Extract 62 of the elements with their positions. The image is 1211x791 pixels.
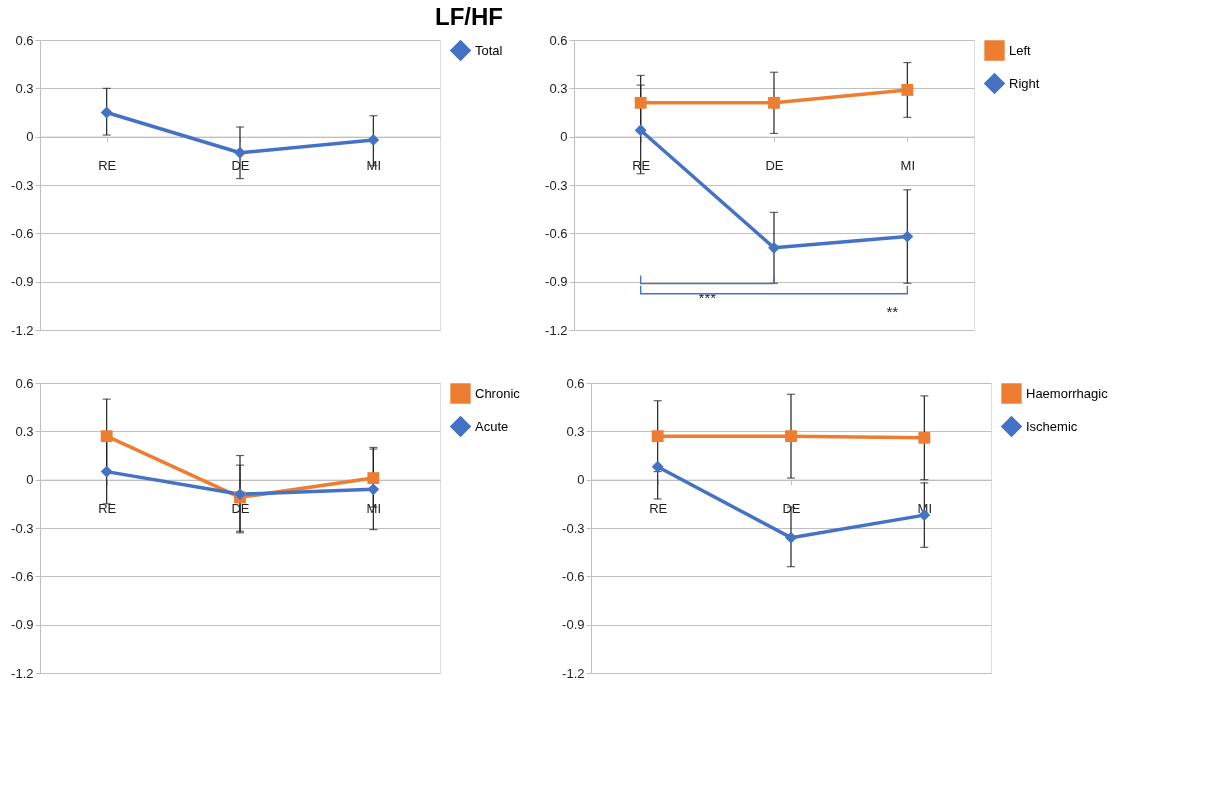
x-tick-label: RE	[98, 158, 117, 174]
point	[768, 96, 780, 109]
point	[785, 430, 797, 443]
y-tick-label: -1.2	[11, 322, 34, 338]
point	[100, 465, 113, 478]
y-tick-label: 0.6	[15, 375, 34, 391]
point	[901, 230, 914, 243]
y-tick-label: 0	[26, 472, 34, 488]
legend-label: Ischemic	[1026, 418, 1078, 434]
y-tick-label: -0.3	[545, 177, 568, 193]
y-tick-label: 0.6	[549, 32, 568, 48]
point	[367, 483, 380, 496]
point	[785, 531, 797, 544]
point	[651, 460, 664, 473]
y-tick-label: -1.2	[11, 665, 34, 681]
legend-label: Left	[1009, 42, 1032, 58]
point	[918, 431, 931, 444]
y-tick-label: -0.9	[562, 617, 585, 633]
y-tick-label: -0.6	[11, 225, 34, 241]
y-tick-label: -1.2	[562, 665, 585, 681]
y-tick-label: 0.3	[15, 80, 34, 96]
point	[367, 472, 380, 484]
y-tick-label: 0.3	[15, 423, 34, 439]
y-tick-label: -0.6	[545, 225, 568, 241]
y-tick-label: -0.3	[11, 520, 34, 536]
point	[651, 430, 664, 443]
y-tick-label: -1.2	[545, 322, 568, 338]
y-tick-label: 0.3	[549, 80, 568, 96]
legend-label: Total	[475, 42, 503, 58]
x-tick-label: DE	[782, 501, 801, 517]
y-tick-label: -0.9	[11, 274, 34, 290]
x-tick-label: MI	[366, 158, 382, 174]
legend-label: Acute	[475, 418, 509, 434]
point	[634, 124, 647, 137]
point	[100, 106, 113, 119]
point	[634, 96, 647, 109]
x-tick-label: RE	[649, 501, 668, 517]
y-tick-label: 0.6	[566, 375, 585, 391]
y-tick-label: -0.9	[11, 617, 34, 633]
point	[367, 133, 380, 146]
point	[768, 241, 780, 254]
y-tick-label: 0.3	[566, 423, 585, 439]
point	[234, 146, 246, 159]
legend-label: Right	[1009, 75, 1040, 91]
y-tick-label: 0	[26, 129, 34, 145]
y-tick-label: -0.9	[545, 274, 568, 290]
y-tick-label: 0.6	[15, 32, 34, 48]
x-tick-label: DE	[765, 158, 784, 174]
legend-label: Chronic	[475, 385, 521, 401]
x-tick-label: RE	[98, 501, 117, 517]
x-tick-label: MI	[900, 158, 916, 174]
legend-label: Haemorrhagic	[1026, 385, 1109, 401]
y-tick-label: -0.6	[562, 568, 585, 584]
y-tick-label: 0	[577, 472, 585, 488]
annotation: **	[886, 302, 899, 320]
y-tick-label: -0.6	[11, 568, 34, 584]
point	[901, 84, 914, 96]
y-tick-label: -0.3	[11, 177, 34, 193]
y-tick-label: 0	[560, 129, 568, 145]
y-tick-label: -0.3	[562, 520, 585, 536]
point	[100, 430, 113, 443]
chart-title: LF/HF	[435, 3, 503, 30]
